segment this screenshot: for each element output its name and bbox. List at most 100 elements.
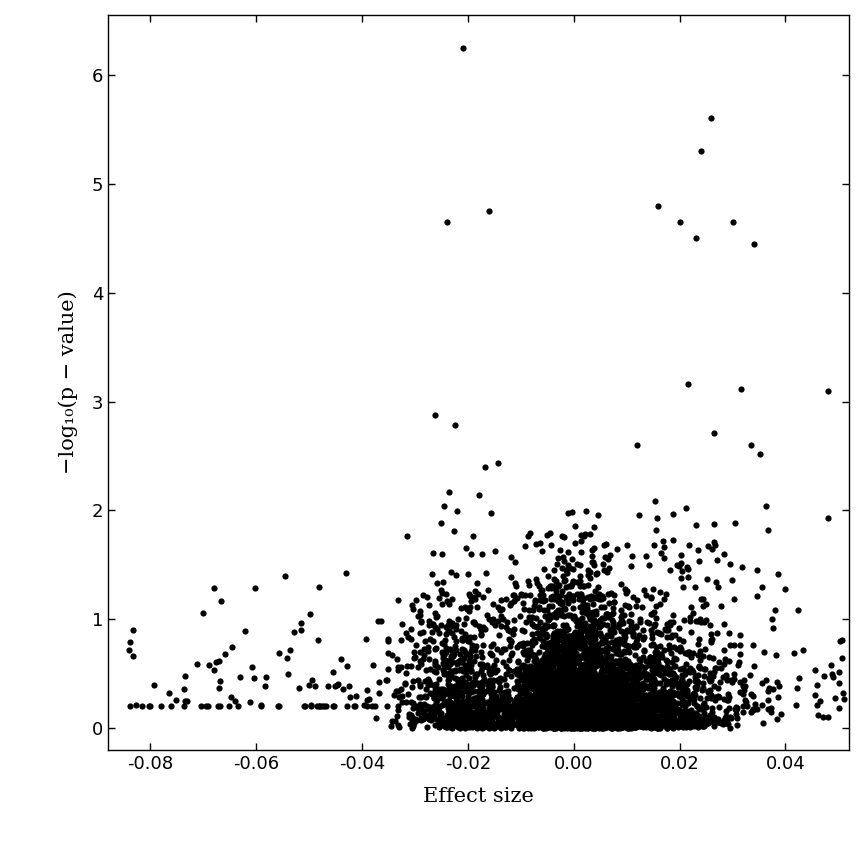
Point [693, 645, 707, 658]
Point [581, 704, 594, 718]
Point [563, 697, 577, 711]
Point [398, 677, 412, 690]
Point [584, 635, 598, 649]
Point [653, 715, 667, 729]
Point [690, 700, 704, 714]
Point [413, 626, 427, 640]
Point [562, 588, 576, 601]
Point [528, 683, 542, 697]
Point [580, 683, 594, 697]
Point [487, 718, 501, 732]
Point [635, 718, 649, 732]
Point [485, 718, 499, 732]
Point [647, 672, 661, 686]
Point [562, 696, 575, 709]
Point [561, 713, 575, 727]
Point [521, 693, 535, 707]
Point [486, 612, 499, 626]
Point [614, 716, 628, 730]
Point [421, 640, 435, 654]
Point [571, 614, 585, 628]
Point [580, 694, 594, 708]
Point [552, 676, 566, 689]
Point [562, 704, 575, 718]
Point [577, 591, 591, 605]
Point [579, 651, 593, 664]
Point [692, 708, 706, 722]
Point [566, 685, 580, 699]
Point [676, 697, 689, 711]
Point [499, 667, 513, 681]
Point [627, 705, 641, 719]
Point [583, 717, 597, 731]
Point [615, 696, 629, 709]
Point [549, 700, 562, 714]
Point [583, 678, 597, 692]
Point [618, 683, 632, 697]
Point [613, 686, 626, 700]
Point [699, 700, 713, 714]
Point [473, 619, 486, 632]
Point [575, 659, 588, 673]
Point [654, 685, 668, 699]
Point [452, 709, 466, 723]
Point [622, 715, 636, 729]
Point [533, 706, 547, 720]
Point [594, 613, 607, 627]
Point [666, 666, 680, 680]
Point [503, 721, 517, 734]
Point [555, 679, 569, 693]
Point [451, 721, 465, 734]
Point [604, 701, 618, 715]
Point [594, 702, 607, 715]
Point [657, 681, 670, 695]
Point [520, 683, 534, 697]
Point [585, 649, 599, 663]
Point [482, 720, 496, 734]
Point [602, 697, 616, 711]
Point [582, 709, 596, 723]
Point [625, 664, 638, 677]
Point [709, 575, 723, 588]
Point [594, 676, 607, 689]
Point [565, 696, 579, 710]
Point [643, 702, 657, 716]
Point [619, 670, 633, 684]
Point [484, 685, 498, 699]
Point [483, 681, 497, 695]
Point [619, 584, 633, 598]
Point [484, 692, 498, 706]
Point [523, 668, 537, 682]
Point [570, 678, 584, 692]
Point [616, 698, 630, 712]
Point [577, 639, 591, 653]
Point [450, 688, 464, 702]
Point [662, 697, 676, 711]
Point [626, 626, 639, 640]
Point [594, 706, 608, 720]
Point [611, 669, 625, 683]
Point [661, 714, 675, 727]
Point [543, 707, 556, 721]
Point [537, 650, 550, 664]
Point [550, 679, 564, 693]
Point [583, 715, 597, 729]
Point [584, 718, 598, 732]
Point [555, 697, 569, 711]
Point [560, 721, 574, 734]
Point [593, 689, 607, 703]
Point [508, 696, 522, 710]
Point [625, 708, 638, 721]
Point [619, 718, 633, 732]
Point [404, 696, 418, 709]
Point [586, 713, 600, 727]
Point [583, 619, 597, 633]
Point [665, 721, 679, 734]
Point [589, 668, 603, 682]
Point [604, 694, 618, 708]
Point [546, 689, 560, 703]
Point [542, 665, 556, 679]
Point [248, 581, 262, 595]
Point [619, 702, 633, 715]
Point [454, 678, 468, 692]
